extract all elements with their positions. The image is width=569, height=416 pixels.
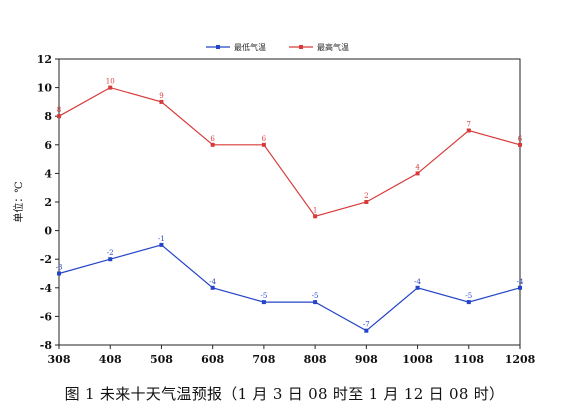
y-tick-label: -2: [40, 253, 52, 266]
min-temp-data-label: -4: [517, 278, 524, 286]
max-temp-series-line: [58, 86, 521, 217]
max-temp-point: [415, 171, 420, 176]
min-temp-point: [415, 285, 420, 290]
min-temp-data-label: -7: [363, 321, 370, 329]
max-temp-point: [57, 114, 61, 119]
y-tick-label: 12: [37, 53, 52, 66]
max-temp-data-label: 9: [159, 92, 163, 100]
min-temp-point: [313, 300, 318, 305]
min-temp-series-line: [58, 244, 521, 332]
min-temp-data-label: -5: [312, 292, 319, 300]
max-temp-data-label: 1: [313, 206, 317, 214]
y-tick-label: 10: [37, 82, 53, 95]
figure-caption: 图 1 未来十天气温预报（1 月 3 日 08 时至 1 月 12 日 08 时…: [64, 385, 505, 403]
max-temp-point: [313, 214, 318, 219]
y-tick-label: 0: [44, 225, 52, 238]
y-tick-label: 4: [44, 167, 52, 180]
x-tick-label: 408: [99, 353, 122, 366]
x-tick-label: 608: [201, 353, 224, 366]
y-tick-label: 8: [44, 110, 52, 123]
min-temp-point: [57, 271, 61, 276]
min-temp-point: [159, 242, 164, 247]
x-tick-label: 308: [48, 353, 71, 366]
max-temp-data-label: 4: [415, 163, 420, 171]
legend-label-min-temp: 最低气温: [234, 42, 266, 52]
max-temp-data-label: 7: [467, 121, 471, 129]
y-tick-label: -4: [40, 282, 53, 295]
y-tick-label: -6: [40, 310, 53, 323]
min-temp-point: [210, 285, 215, 290]
x-tick-label: 508: [150, 353, 173, 366]
legend-marker-max-temp: [299, 45, 303, 49]
max-temp-data-label: 2: [364, 192, 368, 200]
max-temp-point: [210, 142, 215, 147]
min-temp-data-label: -1: [158, 235, 165, 243]
x-tick-label: 1008: [402, 353, 433, 366]
max-temp-point: [261, 142, 266, 147]
min-temp-point: [108, 257, 113, 262]
max-temp-point: [159, 99, 164, 104]
max-temp-data-label: 10: [106, 78, 115, 86]
min-temp-point: [261, 300, 266, 305]
x-tick-label: 908: [355, 353, 378, 366]
max-temp-data-label: 6: [518, 135, 523, 143]
max-temp-point: [108, 85, 113, 90]
min-temp-point: [364, 328, 369, 333]
x-tick-label: 1208: [505, 353, 536, 366]
min-temp-data-label: -2: [107, 249, 114, 257]
legend-marker-min-temp: [216, 45, 220, 49]
min-temp-point: [518, 285, 522, 290]
y-axis-label: 单位：℃: [12, 181, 25, 222]
y-tick-label: 6: [44, 139, 52, 152]
min-temp-data-label: -5: [465, 292, 472, 300]
x-tick-label: 1108: [453, 353, 484, 366]
min-temp-data-label: -5: [260, 292, 267, 300]
max-temp-data-label: 6: [210, 135, 215, 143]
min-temp-data-label: -4: [209, 278, 216, 286]
min-temp-data-label: -4: [414, 278, 421, 286]
y-tick-label: -8: [40, 339, 53, 352]
min-temp-point: [466, 300, 471, 305]
max-temp-data-label: 6: [262, 135, 267, 143]
max-temp-point: [466, 128, 471, 133]
x-tick-label: 808: [304, 353, 327, 366]
max-temp-point: [364, 200, 369, 204]
max-temp-data-label: 8: [57, 106, 61, 114]
min-temp-data-label: -3: [56, 264, 63, 272]
legend-label-max-temp: 最高气温: [317, 42, 349, 52]
max-temp-point: [518, 142, 522, 147]
x-tick-label: 708: [252, 353, 275, 366]
y-tick-label: 2: [44, 196, 52, 209]
